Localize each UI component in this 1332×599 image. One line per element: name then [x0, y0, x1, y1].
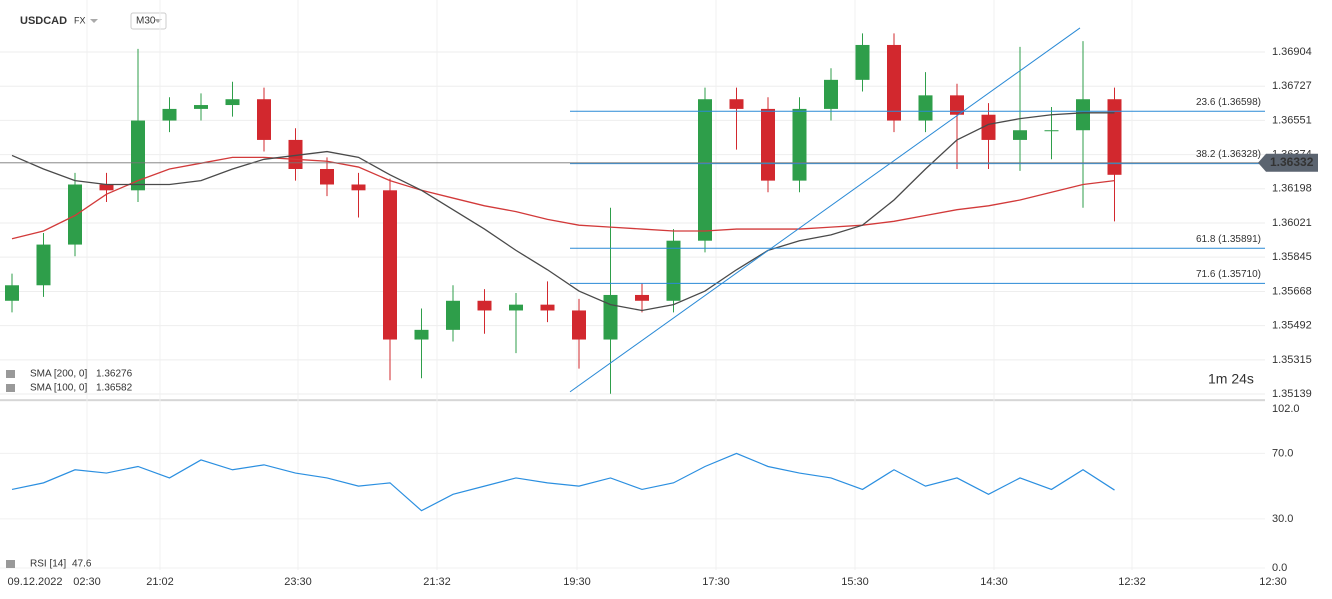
y-tick-label: 1.35845 [1272, 251, 1312, 263]
candle-body [5, 285, 19, 301]
legend-value: 1.36276 [96, 369, 133, 380]
x-tick-label: 14:30 [980, 576, 1008, 588]
x-tick-label: 19:30 [563, 576, 591, 588]
candle-body [635, 294, 649, 301]
countdown: 1m 24s [1208, 371, 1254, 387]
x-tick-label: 15:30 [841, 576, 869, 588]
legend-name: SMA [200, 0] [30, 369, 87, 380]
candle-body [981, 114, 996, 140]
legend-value: 1.36582 [96, 383, 133, 394]
legend-name: SMA [100, 0] [30, 383, 87, 394]
fib-label: 61.8 (1.35891) [1196, 234, 1261, 245]
candle-body [603, 294, 618, 340]
x-tick-label: 02:30 [73, 576, 101, 588]
x-tick-label: 09.12.2022 [7, 576, 62, 588]
candle-body [1107, 99, 1122, 175]
x-tick-label: 23:30 [284, 576, 312, 588]
rsi-tick-label: 102.0 [1272, 403, 1300, 415]
candle-body [887, 44, 901, 121]
candle-body [855, 44, 870, 80]
symbol[interactable]: USDCAD [20, 15, 67, 27]
rsi-tick-label: 30.0 [1272, 513, 1293, 525]
rsi-name: RSI [14] [30, 559, 66, 570]
y-tick-label: 1.35668 [1272, 285, 1312, 297]
current-price-label: 1.36332 [1270, 155, 1314, 169]
candle-body [446, 300, 460, 330]
y-tick-label: 1.36904 [1272, 46, 1312, 58]
candle-body [1013, 130, 1027, 140]
candle-body [666, 240, 681, 301]
candle-body [1076, 99, 1090, 131]
x-tick-label: 12:30 [1259, 576, 1287, 588]
y-tick-label: 1.35315 [1272, 354, 1312, 366]
candle-body [383, 190, 397, 340]
candle-body [68, 184, 82, 245]
candle-body [477, 300, 492, 311]
fib-label: 71.6 (1.35710) [1196, 269, 1261, 280]
interval-box[interactable] [130, 12, 167, 30]
x-tick-label: 21:32 [423, 576, 451, 588]
candle-body [162, 108, 177, 121]
rsi-line [11, 452, 1115, 512]
y-tick-label: 1.36021 [1272, 217, 1312, 229]
candle-body [729, 99, 744, 109]
y-tick-label: 1.35139 [1272, 388, 1312, 400]
trendline [569, 27, 1081, 393]
x-tick-label: 17:30 [702, 576, 730, 588]
candle-body [320, 168, 334, 185]
y-tick-label: 1.36551 [1272, 114, 1312, 126]
candle-body [36, 244, 51, 286]
candle-body [572, 310, 586, 340]
candle-body [99, 184, 114, 191]
candle-body [761, 108, 775, 181]
fib-label: 23.6 (1.36598) [1196, 97, 1261, 108]
candle-body [131, 120, 145, 191]
interval[interactable]: M30 [136, 16, 156, 27]
candle-body [1044, 130, 1059, 132]
candle-body [225, 99, 240, 106]
sma-line [11, 112, 1115, 312]
candle-body [509, 304, 523, 311]
market: FX [74, 15, 86, 25]
y-tick-label: 1.36198 [1272, 183, 1312, 195]
candle-body [257, 99, 271, 140]
candle-body [918, 95, 933, 121]
fib-label: 38.2 (1.36328) [1196, 149, 1261, 160]
rsi-value: 47.6 [72, 559, 92, 570]
candle-body [351, 184, 366, 191]
candle-body [540, 304, 555, 311]
candle-body [792, 108, 807, 181]
x-tick-label: 12:32 [1118, 576, 1146, 588]
x-tick-label: 21:02 [146, 576, 174, 588]
y-tick-label: 1.36727 [1272, 80, 1312, 92]
legend-icon [6, 384, 15, 392]
sma-line [11, 156, 1115, 240]
candle-body [288, 139, 303, 169]
candle-body [698, 99, 712, 241]
candle-body [950, 95, 964, 115]
market-dropdown[interactable] [90, 19, 98, 23]
candle-body [194, 105, 208, 109]
rsi-tick-label: 70.0 [1272, 447, 1293, 459]
y-tick-label: 1.35492 [1272, 319, 1312, 331]
legend-icon [6, 370, 15, 378]
current-price-box [1258, 153, 1318, 172]
rsi-legend-icon [6, 560, 15, 568]
rsi-tick-label: 0.0 [1272, 562, 1287, 574]
candle-body [824, 79, 838, 109]
candle-body [414, 329, 429, 340]
